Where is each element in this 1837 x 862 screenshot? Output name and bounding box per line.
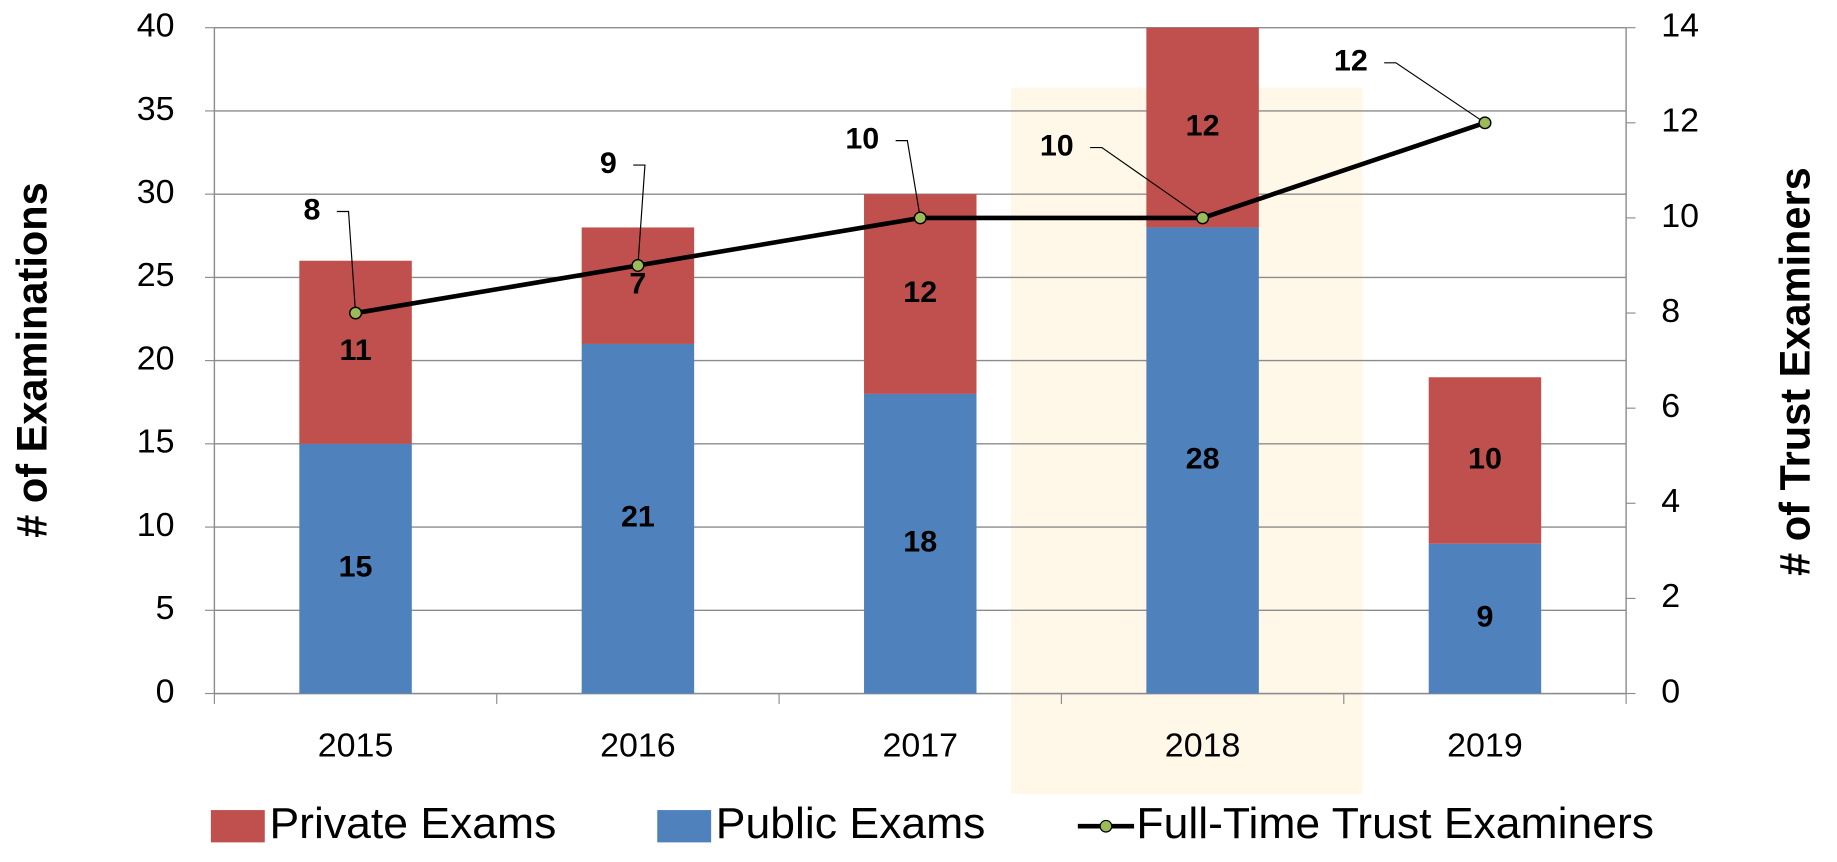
y-tick-label: 15 bbox=[137, 423, 175, 461]
bar-segment bbox=[1146, 227, 1259, 694]
bar-segment bbox=[1428, 377, 1542, 544]
data-label: 12 bbox=[1334, 45, 1368, 78]
y-tick-label: 0 bbox=[156, 673, 175, 711]
bar-segment bbox=[299, 260, 412, 444]
data-label: 9 bbox=[600, 147, 617, 180]
legend-swatch bbox=[1099, 819, 1113, 833]
bar-segment bbox=[864, 393, 977, 694]
x-tick-label: 2016 bbox=[600, 727, 676, 765]
leader-line bbox=[1384, 62, 1486, 124]
bar-segment bbox=[1428, 543, 1542, 694]
bar-segment bbox=[581, 343, 695, 694]
data-label: 7 bbox=[629, 268, 646, 301]
data-label: 10 bbox=[1040, 130, 1074, 163]
x-tick-label: 2018 bbox=[1165, 727, 1241, 765]
y2-tick-label: 4 bbox=[1661, 482, 1680, 520]
data-label: 28 bbox=[1186, 443, 1220, 476]
legend-swatch bbox=[210, 810, 265, 843]
y2-tick-label: 6 bbox=[1661, 387, 1680, 425]
line-marker bbox=[1478, 116, 1492, 130]
line-marker bbox=[913, 211, 927, 225]
data-label: 18 bbox=[903, 526, 937, 559]
data-label: 9 bbox=[1476, 601, 1493, 634]
bar-segment bbox=[581, 227, 695, 344]
y2-tick-label: 10 bbox=[1661, 197, 1699, 235]
bar-segment bbox=[1146, 27, 1259, 228]
y2-tick-label: 8 bbox=[1661, 292, 1680, 330]
legend-swatch bbox=[657, 810, 712, 843]
legend-label: Private Exams bbox=[269, 799, 556, 848]
line-marker bbox=[349, 306, 363, 320]
y2-tick-label: 12 bbox=[1661, 102, 1699, 140]
legend-label: Full-Time Trust Examiners bbox=[1136, 799, 1654, 848]
data-label: 12 bbox=[903, 276, 937, 309]
y-tick-label: 5 bbox=[156, 589, 175, 627]
legend-label: Public Exams bbox=[716, 799, 986, 848]
leader-line bbox=[336, 210, 357, 314]
y2-tick-label: 2 bbox=[1661, 577, 1680, 615]
y-tick-label: 35 bbox=[137, 90, 175, 128]
y-tick-label: 20 bbox=[137, 340, 175, 378]
x-tick-label: 2017 bbox=[882, 727, 958, 765]
leader-line bbox=[1090, 146, 1203, 219]
data-label: 12 bbox=[1186, 110, 1220, 143]
leader-line bbox=[895, 140, 921, 219]
data-label: 10 bbox=[845, 123, 879, 156]
y-tick-label: 40 bbox=[137, 7, 175, 45]
x-tick-label: 2015 bbox=[318, 727, 394, 765]
y2-tick-label: 14 bbox=[1661, 7, 1699, 45]
y2-axis-title: # of Trust Examiners bbox=[1771, 167, 1818, 576]
data-label: 15 bbox=[339, 551, 373, 584]
data-label: 8 bbox=[303, 194, 320, 227]
bar-segment bbox=[299, 443, 412, 694]
data-label: 10 bbox=[1468, 443, 1502, 476]
data-label: 11 bbox=[339, 334, 371, 367]
y2-tick-label: 0 bbox=[1661, 673, 1680, 711]
leader-line bbox=[633, 164, 646, 266]
data-label: 21 bbox=[621, 501, 655, 534]
y-tick-label: 30 bbox=[137, 173, 175, 211]
y-tick-label: 10 bbox=[137, 506, 175, 544]
bar-segment bbox=[864, 194, 977, 394]
y-axis-title: # of Examinations bbox=[8, 182, 55, 537]
line-marker bbox=[1196, 211, 1210, 225]
line-marker bbox=[631, 259, 645, 272]
y-tick-label: 25 bbox=[137, 256, 175, 294]
x-tick-label: 2019 bbox=[1447, 727, 1523, 765]
